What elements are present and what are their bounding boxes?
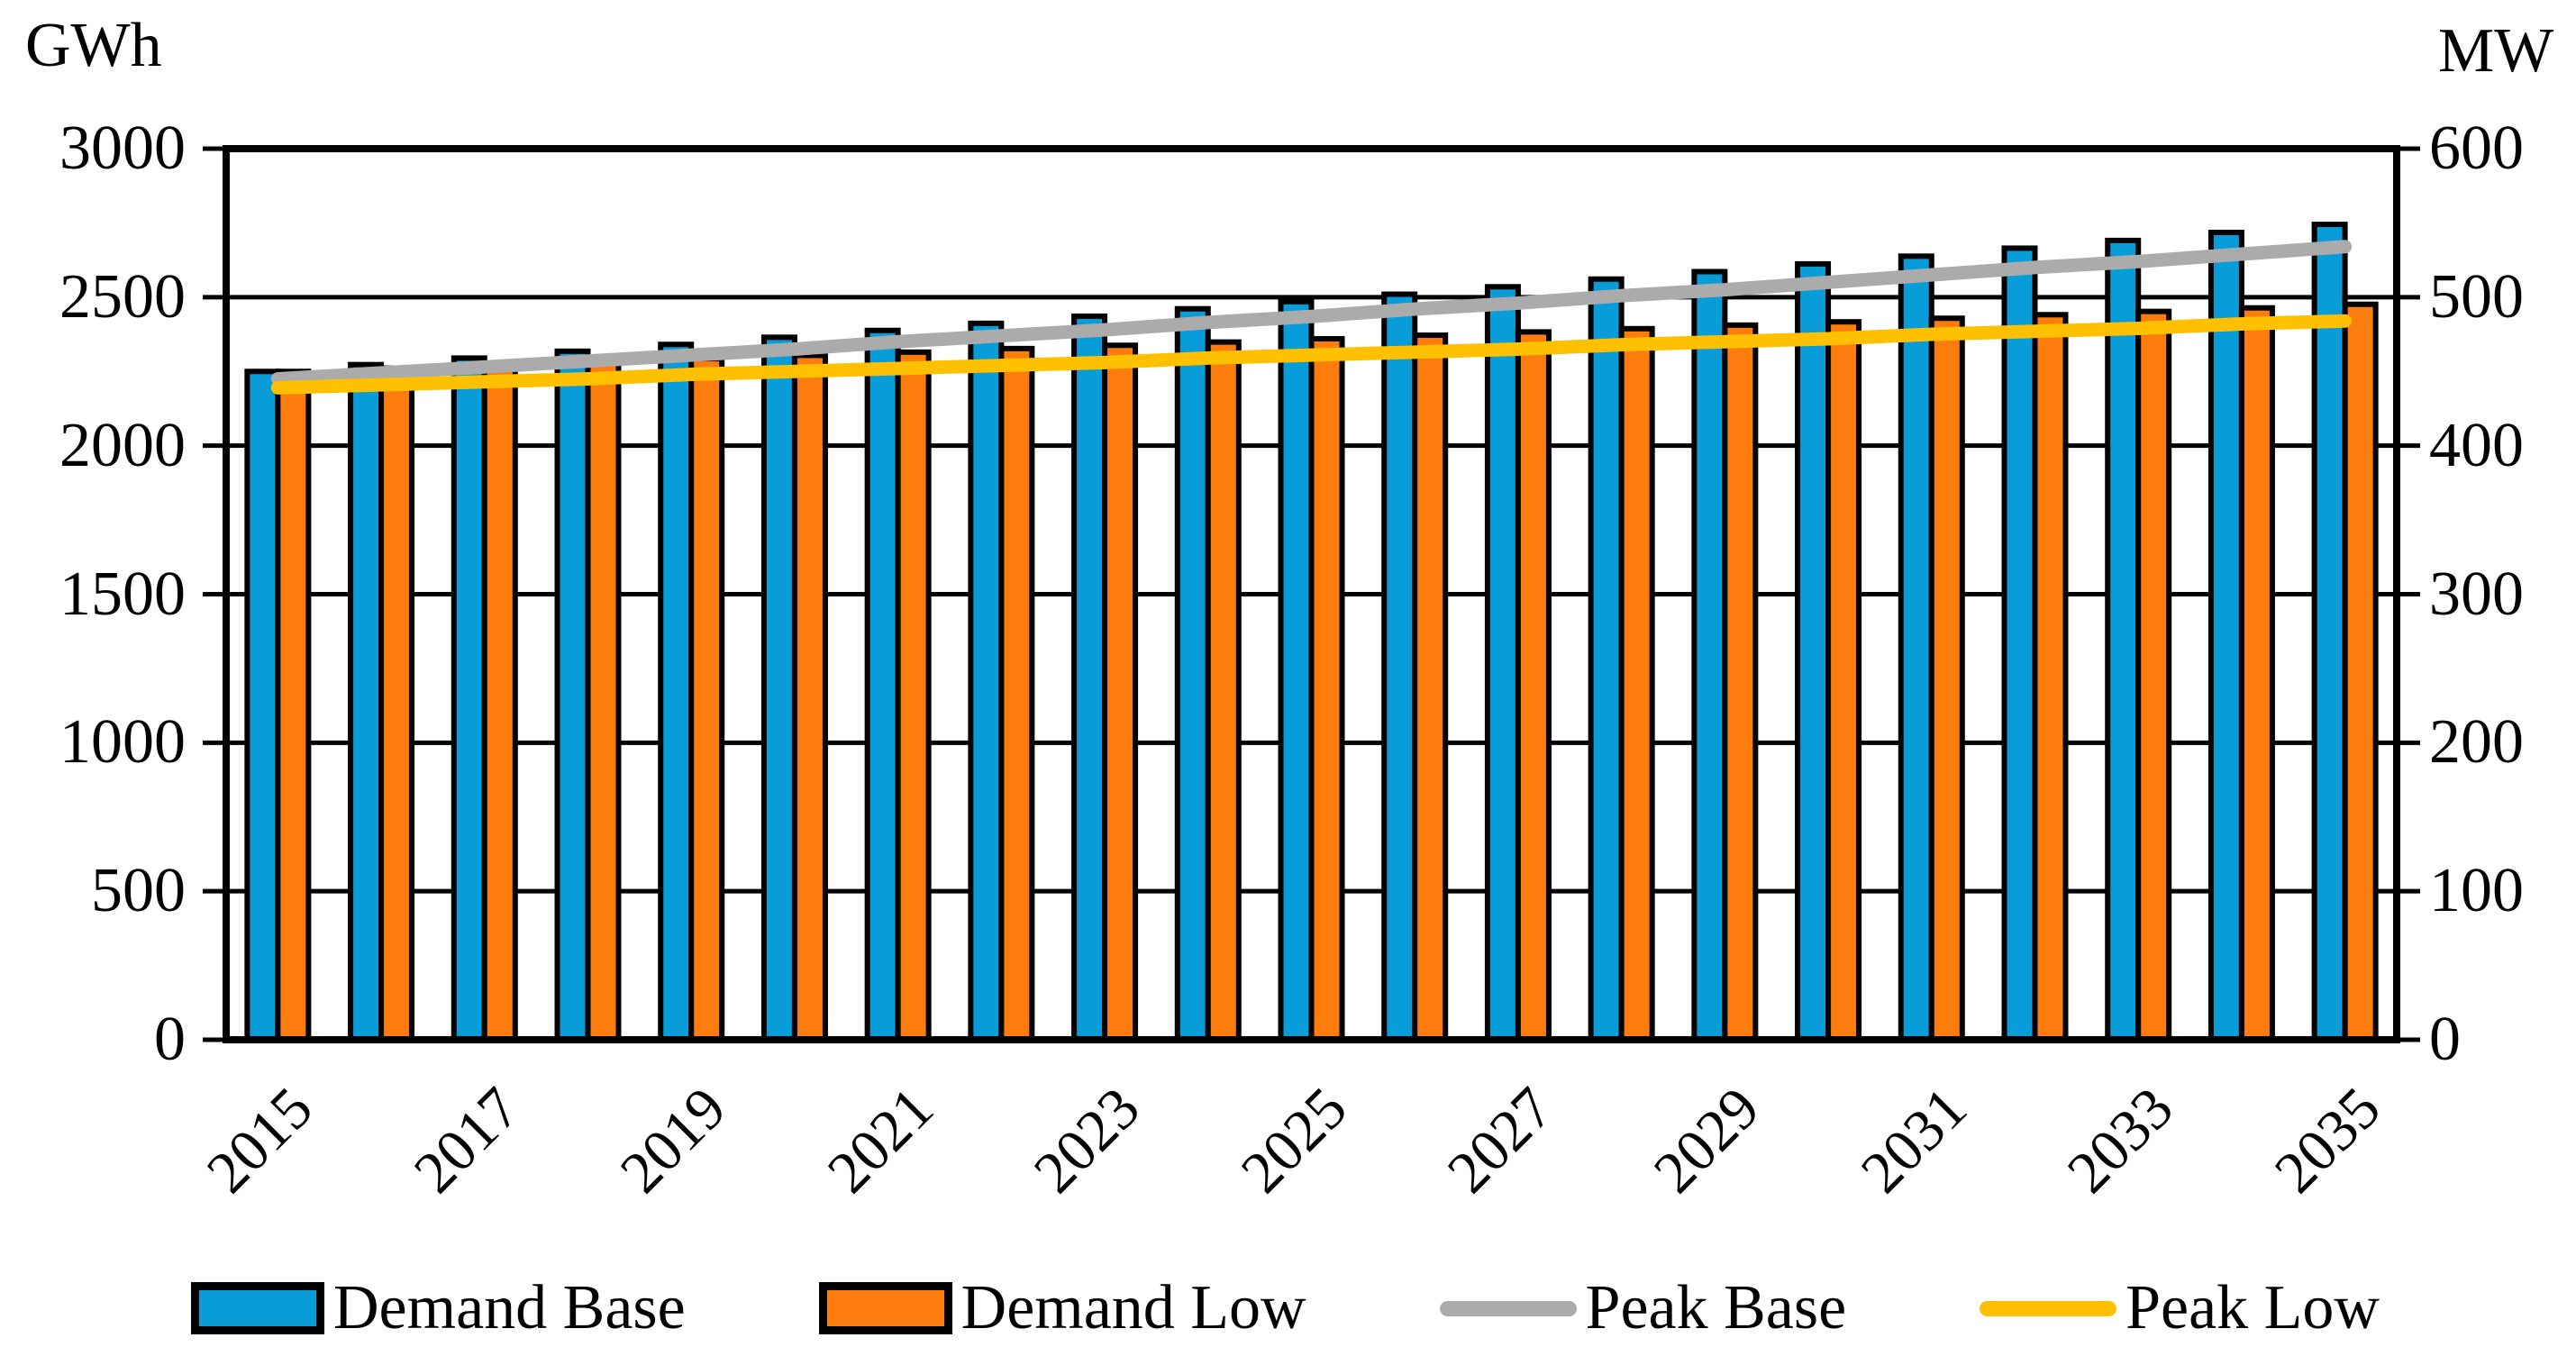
bar-demand-low-2033 — [2135, 308, 2172, 1042]
bar-demand-base-2015 — [244, 369, 281, 1042]
legend-swatch-demand-base — [191, 1282, 324, 1334]
bar-demand-low-2035 — [2342, 301, 2379, 1042]
bar-demand-base-2029 — [1691, 268, 1728, 1042]
bar-demand-base-2032 — [2001, 245, 2038, 1042]
bar-demand-low-2026 — [1412, 332, 1449, 1043]
bar-demand-low-2024 — [1205, 339, 1242, 1043]
bar-demand-low-2023 — [1102, 342, 1139, 1042]
bar-demand-low-2028 — [1618, 325, 1655, 1042]
bar-demand-low-2030 — [1825, 319, 1862, 1042]
y-right-tick-label: 300 — [2429, 559, 2524, 629]
legend-item-peak-base: Peak Base — [1439, 1265, 1847, 1351]
y-right-tick-label: 0 — [2429, 1005, 2461, 1074]
y-left-tick-label: 1000 — [59, 707, 186, 778]
y-right-tick-label: 200 — [2429, 707, 2524, 778]
legend-label: Peak Low — [2125, 1273, 2380, 1342]
y-left-tick-label: 1500 — [59, 559, 186, 629]
bar-demand-low-2025 — [1308, 335, 1345, 1042]
chart-legend: Demand Base Demand Low Peak Base Peak Low — [0, 1265, 2576, 1351]
left-axis-unit-label: GWh — [25, 11, 162, 80]
bar-demand-base-2021 — [864, 327, 901, 1043]
y-right-tick-label: 600 — [2429, 114, 2524, 183]
bar-demand-low-2015 — [275, 369, 312, 1042]
bar-demand-low-2027 — [1515, 329, 1552, 1042]
legend-item-peak-low: Peak Low — [1980, 1265, 2380, 1351]
bar-demand-low-2018 — [585, 359, 622, 1042]
bar-demand-low-2031 — [1928, 315, 1965, 1042]
legend-swatch-peak-base — [1439, 1300, 1577, 1316]
legend-label: Peak Base — [1585, 1273, 1847, 1342]
legend-item-demand-low: Demand Low — [818, 1265, 1306, 1351]
bar-demand-low-2020 — [791, 352, 828, 1042]
bar-demand-base-2016 — [348, 361, 385, 1042]
y-left-tick-label: 0 — [154, 1005, 186, 1074]
peak-low-line — [270, 314, 2353, 395]
bar-demand-low-2034 — [2238, 305, 2275, 1042]
legend-item-demand-base: Demand Base — [191, 1265, 686, 1351]
y-right-tick-label: 500 — [2429, 261, 2524, 332]
bar-demand-base-2017 — [451, 355, 487, 1043]
y-left-tick-label: 500 — [91, 856, 186, 926]
bar-demand-base-2031 — [1898, 253, 1934, 1042]
peak-base-line — [270, 240, 2353, 386]
bar-demand-base-2023 — [1071, 313, 1108, 1042]
legend-swatch-peak-low — [1980, 1300, 2117, 1316]
bar-demand-base-2026 — [1381, 291, 1418, 1042]
legend-swatch-demand-low — [818, 1282, 952, 1334]
bar-demand-low-2021 — [895, 349, 932, 1042]
bar-demand-base-2019 — [658, 341, 695, 1043]
right-axis-unit-label: MW — [2438, 16, 2554, 86]
y-right-tick-label: 100 — [2429, 856, 2524, 926]
bar-demand-low-2029 — [1722, 322, 1759, 1042]
bar-demand-base-2025 — [1278, 298, 1315, 1042]
y-left-tick-label: 2500 — [59, 261, 186, 332]
bar-demand-base-2033 — [2105, 237, 2142, 1042]
bar-demand-base-2030 — [1795, 260, 1832, 1043]
bar-demand-base-2022 — [968, 320, 1005, 1042]
bar-demand-base-2027 — [1484, 284, 1521, 1043]
bar-demand-low-2032 — [2032, 312, 2069, 1042]
bar-demand-base-2035 — [2311, 222, 2348, 1042]
y-left-tick-label: 3000 — [59, 114, 186, 183]
bar-demand-base-2020 — [760, 334, 797, 1043]
bar-demand-base-2024 — [1174, 305, 1211, 1043]
legend-label: Demand Base — [333, 1273, 686, 1342]
bar-demand-base-2028 — [1588, 276, 1625, 1042]
bar-demand-low-2017 — [481, 361, 518, 1043]
bar-demand-base-2018 — [554, 348, 591, 1043]
bar-demand-low-2019 — [688, 356, 725, 1042]
y-right-tick-label: 400 — [2429, 410, 2524, 480]
bar-demand-base-2034 — [2207, 229, 2244, 1042]
bar-demand-low-2016 — [378, 365, 415, 1042]
legend-label: Demand Low — [960, 1273, 1306, 1342]
bar-demand-low-2022 — [998, 345, 1035, 1042]
y-left-tick-label: 2000 — [59, 410, 186, 480]
